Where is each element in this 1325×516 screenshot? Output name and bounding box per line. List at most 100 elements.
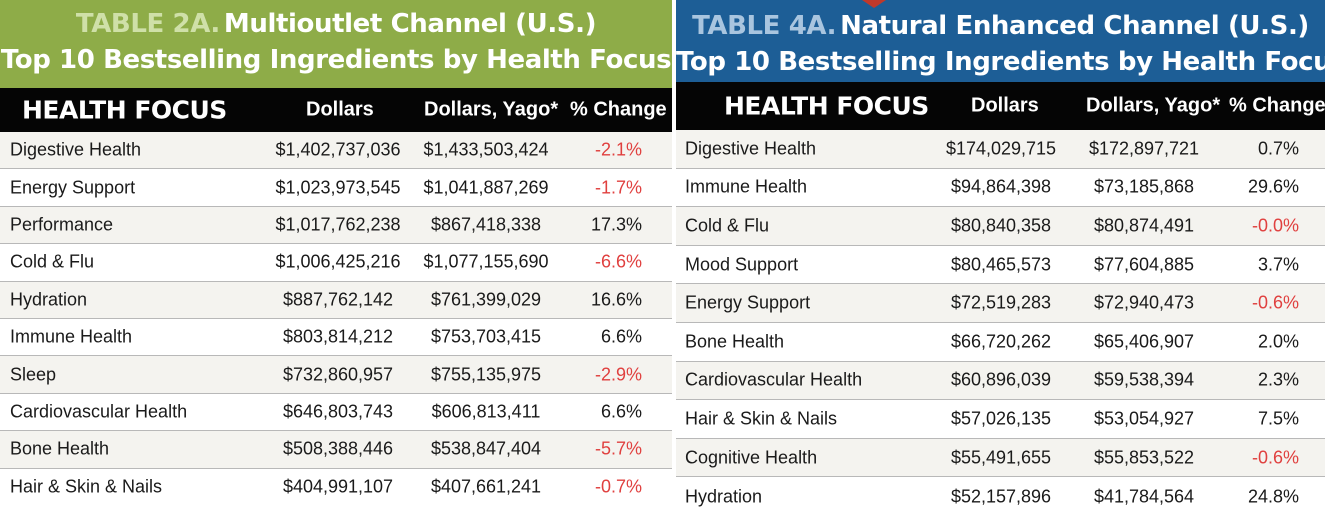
cell-dollars: $174,029,715 bbox=[945, 138, 1057, 159]
cell-percent-change: -0.0% bbox=[1251, 215, 1299, 236]
cell-percent-change: 6.6% bbox=[600, 401, 642, 422]
cell-dollars: $80,465,573 bbox=[950, 254, 1052, 275]
column-header-percent-change: % Change bbox=[570, 98, 667, 121]
cell-percent-change: -0.6% bbox=[1251, 292, 1299, 313]
table-row: Digestive Health $174,029,715 $172,897,721… bbox=[676, 130, 1325, 169]
cell-dollars-yago: $755,135,975 bbox=[430, 364, 542, 385]
cell-dollars: $52,157,896 bbox=[950, 486, 1052, 507]
cell-health-focus: Sleep bbox=[10, 364, 57, 385]
cell-dollars-yago: $1,041,887,269 bbox=[423, 177, 549, 198]
cell-dollars: $55,491,655 bbox=[950, 447, 1052, 468]
cell-health-focus: Hair & Skin & Nails bbox=[10, 476, 163, 497]
cell-health-focus: Immune Health bbox=[685, 176, 808, 197]
multioutlet-table-panel: TABLE 2A. Multioutlet Channel (U.S.) Top … bbox=[0, 0, 672, 506]
cell-percent-change: 17.3% bbox=[590, 214, 642, 235]
cell-dollars: $732,860,957 bbox=[282, 364, 394, 385]
cell-dollars: $94,864,398 bbox=[950, 176, 1052, 197]
cell-health-focus: Bone Health bbox=[685, 331, 785, 352]
natural-enhanced-table-panel: TABLE 4A. Natural Enhanced Channel (U.S.)… bbox=[676, 0, 1325, 516]
cell-health-focus: Digestive Health bbox=[685, 138, 817, 159]
table-row: Bone Health $66,720,262 $65,406,907 2.0% bbox=[676, 323, 1325, 362]
cell-dollars: $646,803,743 bbox=[282, 401, 394, 422]
table-number: TABLE 4A. bbox=[692, 11, 837, 41]
cell-percent-change: -1.7% bbox=[594, 177, 642, 198]
cell-percent-change: -6.6% bbox=[594, 251, 642, 272]
table-title-banner: TABLE 2A. Multioutlet Channel (U.S.) Top … bbox=[0, 0, 672, 88]
cell-dollars-yago: $53,054,927 bbox=[1093, 408, 1195, 429]
cell-dollars-yago: $407,661,241 bbox=[430, 476, 542, 497]
column-header-health-focus: HEALTH FOCUS bbox=[22, 95, 227, 125]
cell-dollars: $80,840,358 bbox=[950, 215, 1052, 236]
cell-percent-change: 7.5% bbox=[1257, 408, 1299, 429]
table-channel: Natural Enhanced Channel (U.S.) bbox=[840, 11, 1309, 41]
cell-percent-change: 24.8% bbox=[1247, 486, 1299, 507]
cell-dollars-yago: $606,813,411 bbox=[431, 401, 541, 422]
cell-dollars: $1,023,973,545 bbox=[275, 177, 401, 198]
cell-dollars: $57,026,135 bbox=[950, 408, 1052, 429]
table-row: Bone Health $508,388,446 $538,847,404 -5.7% bbox=[0, 431, 672, 469]
cell-dollars-yago: $1,433,503,424 bbox=[423, 139, 549, 160]
cell-health-focus: Immune Health bbox=[10, 326, 133, 347]
cell-health-focus: Cardiovascular Health bbox=[10, 401, 188, 422]
panel-divider bbox=[672, 0, 676, 516]
cell-dollars: $1,017,762,238 bbox=[275, 214, 401, 235]
table-row: Energy Support $72,519,283 $72,940,473 -0.6… bbox=[676, 284, 1325, 323]
column-header-health-focus: HEALTH FOCUS bbox=[724, 91, 929, 121]
cell-dollars-yago: $753,703,415 bbox=[430, 326, 542, 347]
cell-health-focus: Cardiovascular Health bbox=[685, 369, 863, 390]
cell-health-focus: Energy Support bbox=[10, 177, 136, 198]
cell-health-focus: Energy Support bbox=[685, 292, 811, 313]
table-row: Hair & Skin & Nails $404,991,107 $407,661,… bbox=[0, 468, 672, 506]
cell-percent-change: 6.6% bbox=[600, 326, 642, 347]
cell-health-focus: Digestive Health bbox=[10, 139, 142, 160]
table-title-banner: TABLE 4A. Natural Enhanced Channel (U.S.)… bbox=[676, 0, 1325, 82]
cell-percent-change: 2.0% bbox=[1257, 331, 1299, 352]
cell-dollars-yago: $65,406,907 bbox=[1093, 331, 1195, 352]
cell-dollars: $887,762,142 bbox=[282, 289, 394, 310]
cell-percent-change: 0.7% bbox=[1257, 138, 1299, 159]
cell-dollars: $803,814,212 bbox=[282, 326, 394, 347]
cell-dollars: $72,519,283 bbox=[950, 292, 1052, 313]
table-row: Hydration $52,157,896 $41,784,564 24.8% bbox=[676, 477, 1325, 516]
cell-dollars-yago: $867,418,338 bbox=[430, 214, 542, 235]
cell-dollars-yago: $59,538,394 bbox=[1093, 369, 1195, 390]
cell-percent-change: -0.7% bbox=[594, 476, 642, 497]
column-header-dollars-yago: Dollars, Yago* bbox=[424, 98, 559, 121]
cell-dollars-yago: $41,784,564 bbox=[1093, 486, 1195, 507]
cell-dollars: $60,896,039 bbox=[950, 369, 1052, 390]
table-row: Cold & Flu $1,006,425,216 $1,077,155,690 -6… bbox=[0, 244, 672, 282]
column-header-percent-change: % Change bbox=[1229, 94, 1325, 117]
cell-dollars: $508,388,446 bbox=[282, 438, 394, 459]
cell-percent-change: 16.6% bbox=[590, 289, 642, 310]
table-row: Energy Support $1,023,973,545 $1,041,887,2… bbox=[0, 169, 672, 207]
table-row: Cardiovascular Health $646,803,743 $606,81… bbox=[0, 393, 672, 432]
cell-percent-change: -2.1% bbox=[594, 139, 642, 160]
cell-health-focus: Performance bbox=[10, 214, 114, 235]
table-row: Cardiovascular Health $60,896,039 $59,538,… bbox=[676, 361, 1325, 401]
cell-dollars-yago: $538,847,404 bbox=[430, 438, 542, 459]
cell-dollars-yago: $73,185,868 bbox=[1093, 176, 1195, 197]
table-row: Cognitive Health $55,491,655 $55,853,522 -0… bbox=[676, 438, 1325, 478]
table-channel: Multioutlet Channel (U.S.) bbox=[223, 9, 597, 39]
column-header-dollars: Dollars bbox=[306, 98, 374, 121]
cell-health-focus: Hydration bbox=[685, 486, 763, 507]
cell-percent-change: -5.7% bbox=[594, 438, 642, 459]
cell-dollars-yago: $77,604,885 bbox=[1093, 254, 1195, 275]
table-row: Hair & Skin & Nails $57,026,135 $53,054,92… bbox=[676, 400, 1325, 439]
cell-percent-change: 29.6% bbox=[1247, 176, 1299, 197]
cell-dollars-yago: $72,940,473 bbox=[1093, 292, 1195, 313]
cell-dollars-yago: $80,874,491 bbox=[1093, 215, 1195, 236]
table-row: Cold & Flu $80,840,358 $80,874,491 -0.0% bbox=[676, 207, 1325, 246]
column-header-dollars-yago: Dollars, Yago* bbox=[1086, 94, 1221, 117]
cell-dollars: $404,991,107 bbox=[282, 476, 394, 497]
cell-percent-change: 2.3% bbox=[1257, 369, 1299, 390]
table-row: Digestive Health $1,402,737,036 $1,433,503… bbox=[0, 132, 672, 170]
cell-dollars-yago: $172,897,721 bbox=[1088, 138, 1200, 159]
cell-percent-change: -2.9% bbox=[594, 364, 642, 385]
table-number: TABLE 2A. bbox=[75, 9, 220, 39]
table-title: TABLE 4A. Natural Enhanced Channel (U.S.) bbox=[676, 8, 1325, 44]
table-title: TABLE 2A. Multioutlet Channel (U.S.) bbox=[0, 6, 672, 42]
cell-health-focus: Hydration bbox=[10, 289, 88, 310]
cell-health-focus: Hair & Skin & Nails bbox=[685, 408, 838, 429]
corner-accent-shape bbox=[862, 0, 886, 8]
